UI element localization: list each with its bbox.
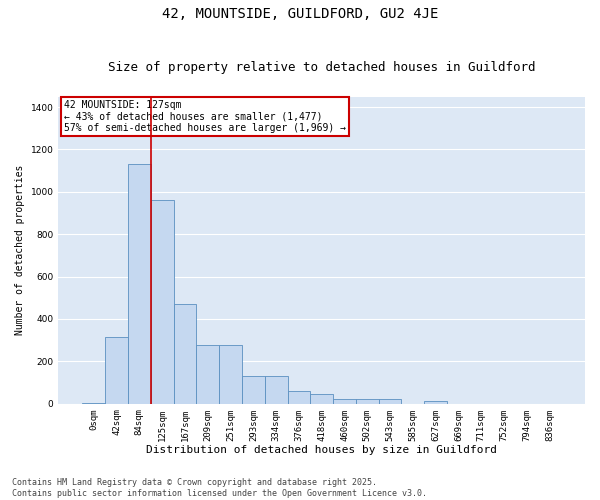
Bar	[196, 346, 219, 404]
Bar	[242, 376, 265, 404]
Bar	[424, 400, 447, 404]
Bar	[128, 164, 151, 404]
Bar	[310, 394, 333, 404]
Text: 42, MOUNTSIDE, GUILDFORD, GU2 4JE: 42, MOUNTSIDE, GUILDFORD, GU2 4JE	[162, 8, 438, 22]
Bar	[287, 391, 310, 404]
Y-axis label: Number of detached properties: Number of detached properties	[15, 165, 25, 336]
Bar	[265, 376, 287, 404]
Text: 42 MOUNTSIDE: 127sqm
← 43% of detached houses are smaller (1,477)
57% of semi-de: 42 MOUNTSIDE: 127sqm ← 43% of detached h…	[64, 100, 346, 133]
Bar	[379, 400, 401, 404]
Bar	[333, 400, 356, 404]
Title: Size of property relative to detached houses in Guildford: Size of property relative to detached ho…	[108, 62, 535, 74]
Bar	[82, 402, 105, 404]
Bar	[105, 337, 128, 404]
Bar	[219, 346, 242, 404]
Text: Contains HM Land Registry data © Crown copyright and database right 2025.
Contai: Contains HM Land Registry data © Crown c…	[12, 478, 427, 498]
Bar	[173, 304, 196, 404]
Bar	[151, 200, 173, 404]
X-axis label: Distribution of detached houses by size in Guildford: Distribution of detached houses by size …	[146, 445, 497, 455]
Bar	[356, 400, 379, 404]
